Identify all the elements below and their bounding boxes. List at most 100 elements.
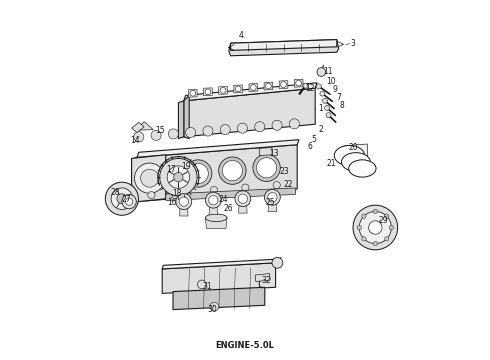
Text: 31: 31	[202, 282, 212, 291]
Circle shape	[253, 154, 280, 181]
Circle shape	[385, 237, 389, 241]
Polygon shape	[344, 144, 368, 164]
Circle shape	[179, 189, 186, 196]
Text: 30: 30	[208, 305, 218, 314]
Circle shape	[190, 90, 196, 96]
Polygon shape	[249, 84, 258, 91]
Circle shape	[272, 257, 283, 268]
Circle shape	[362, 237, 366, 241]
Polygon shape	[132, 122, 144, 132]
Circle shape	[272, 120, 282, 130]
Polygon shape	[205, 218, 227, 229]
Text: 14: 14	[130, 136, 140, 145]
Polygon shape	[132, 157, 137, 203]
Circle shape	[174, 172, 183, 182]
Circle shape	[151, 130, 161, 140]
Polygon shape	[234, 85, 243, 93]
Circle shape	[154, 166, 174, 186]
Polygon shape	[184, 83, 317, 101]
Circle shape	[257, 158, 277, 178]
Circle shape	[273, 181, 280, 189]
Circle shape	[219, 157, 246, 184]
Circle shape	[289, 119, 299, 129]
Circle shape	[242, 184, 249, 191]
Circle shape	[205, 192, 221, 208]
Circle shape	[125, 198, 133, 205]
Text: 24: 24	[219, 195, 228, 204]
Text: 11: 11	[323, 68, 333, 77]
Circle shape	[317, 68, 326, 76]
Circle shape	[134, 163, 165, 193]
Circle shape	[176, 194, 192, 210]
Circle shape	[148, 192, 155, 199]
Circle shape	[205, 89, 211, 95]
Polygon shape	[279, 81, 288, 89]
Text: 12: 12	[305, 84, 315, 93]
Ellipse shape	[334, 145, 365, 166]
Text: 10: 10	[327, 77, 336, 85]
Polygon shape	[209, 204, 218, 215]
Circle shape	[373, 242, 377, 246]
Polygon shape	[239, 202, 247, 213]
Text: 29: 29	[379, 216, 389, 225]
Circle shape	[222, 161, 243, 181]
Circle shape	[296, 80, 301, 86]
Circle shape	[186, 127, 196, 138]
Text: ENGINE-5.0L: ENGINE-5.0L	[216, 341, 274, 350]
Text: 26: 26	[224, 204, 234, 213]
Text: 23: 23	[280, 166, 290, 175]
Polygon shape	[204, 88, 212, 96]
Text: 25: 25	[266, 198, 275, 207]
Circle shape	[320, 91, 325, 96]
Text: 4: 4	[239, 31, 244, 40]
Circle shape	[235, 191, 251, 207]
Text: 9: 9	[333, 85, 338, 94]
Circle shape	[281, 82, 286, 87]
Circle shape	[373, 209, 377, 213]
Circle shape	[169, 129, 178, 139]
Polygon shape	[184, 95, 189, 139]
Circle shape	[353, 205, 398, 250]
Circle shape	[235, 86, 241, 92]
Polygon shape	[173, 287, 265, 310]
Circle shape	[359, 211, 392, 244]
Circle shape	[220, 125, 230, 135]
Text: 28: 28	[111, 188, 120, 197]
Text: 15: 15	[156, 126, 165, 135]
Text: 21: 21	[327, 159, 336, 168]
Polygon shape	[231, 40, 337, 50]
Polygon shape	[137, 145, 297, 202]
Circle shape	[250, 85, 256, 90]
Text: 3: 3	[350, 39, 355, 48]
Circle shape	[357, 225, 362, 230]
Circle shape	[197, 280, 206, 289]
Circle shape	[268, 193, 277, 202]
Ellipse shape	[205, 214, 227, 221]
Circle shape	[316, 84, 321, 89]
Text: 19: 19	[181, 162, 191, 171]
Circle shape	[111, 188, 133, 210]
Text: 13: 13	[269, 149, 279, 158]
Circle shape	[303, 83, 308, 88]
Circle shape	[134, 132, 144, 142]
Polygon shape	[132, 155, 166, 202]
Circle shape	[117, 194, 127, 204]
Circle shape	[220, 87, 226, 93]
Text: 32: 32	[262, 276, 271, 285]
Circle shape	[322, 98, 327, 103]
Polygon shape	[166, 188, 295, 201]
Polygon shape	[294, 79, 303, 87]
Text: 27: 27	[122, 195, 131, 204]
Circle shape	[255, 122, 265, 132]
Text: 6: 6	[307, 143, 312, 152]
Text: 5: 5	[311, 135, 316, 144]
Polygon shape	[189, 89, 197, 97]
Ellipse shape	[342, 153, 370, 171]
Circle shape	[238, 123, 247, 133]
Circle shape	[122, 194, 136, 209]
Circle shape	[362, 214, 366, 218]
Text: 20: 20	[348, 143, 358, 152]
Circle shape	[105, 182, 139, 215]
Text: 17: 17	[167, 165, 176, 174]
Polygon shape	[255, 274, 270, 282]
